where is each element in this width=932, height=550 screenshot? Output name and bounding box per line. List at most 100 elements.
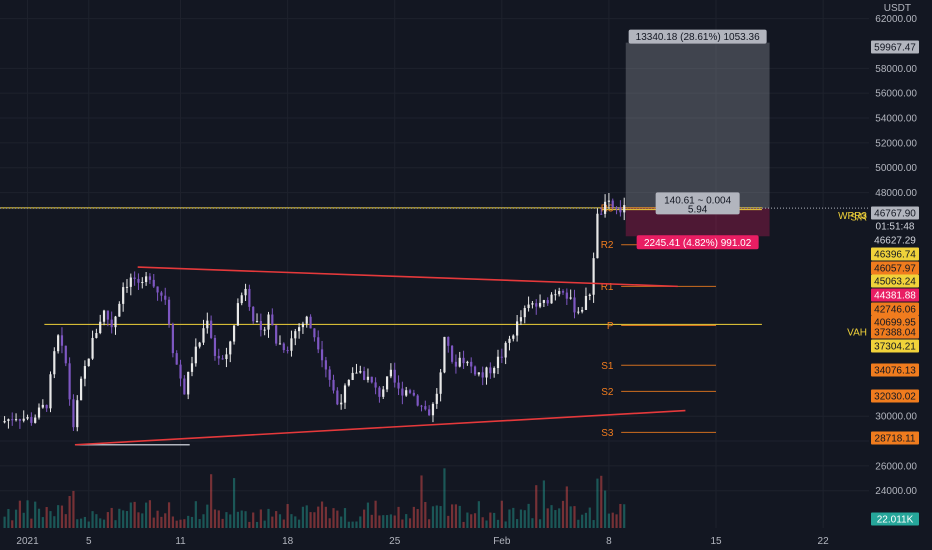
candle-body xyxy=(225,354,228,360)
candle-body xyxy=(500,356,503,358)
volume-bar xyxy=(179,519,182,528)
volume-bar xyxy=(137,512,140,528)
volume-bar xyxy=(470,514,473,528)
volume-bar xyxy=(603,490,607,528)
volume-bar xyxy=(248,521,251,528)
candle-body xyxy=(286,350,289,352)
volume-bar xyxy=(569,506,572,528)
candle-body xyxy=(118,303,121,317)
candle-body xyxy=(603,201,607,214)
volume-bar xyxy=(79,518,83,528)
candle-body xyxy=(282,343,285,351)
candle-body xyxy=(393,369,396,383)
volume-bar xyxy=(473,513,477,528)
candle-body xyxy=(171,324,174,354)
candle-body xyxy=(581,309,584,312)
time-tick-label: 5 xyxy=(86,536,92,547)
candle-body xyxy=(137,278,140,283)
volume-bar xyxy=(152,517,155,528)
candle-body xyxy=(569,297,572,299)
volume-bar xyxy=(91,511,94,528)
volume-bar xyxy=(554,510,557,528)
candle-body xyxy=(324,360,327,370)
volume-bar xyxy=(294,516,297,528)
volume-bar xyxy=(401,519,404,528)
pivot-label: S2 xyxy=(601,387,614,398)
volume-bar xyxy=(271,516,274,528)
price-label-box xyxy=(871,206,919,220)
center-label-2: 5.94 xyxy=(688,204,708,215)
candle-body xyxy=(72,399,75,428)
price-label-box xyxy=(871,512,919,526)
volume-bar xyxy=(45,507,48,528)
volume-bar xyxy=(596,478,599,528)
volume-bar xyxy=(125,511,129,528)
price-tick-label: 26000.00 xyxy=(875,461,917,472)
trendline[interactable] xyxy=(74,409,686,446)
volume-bar xyxy=(546,508,549,528)
candle-body xyxy=(466,361,469,364)
candle-body xyxy=(91,337,94,359)
candle-body xyxy=(558,291,561,295)
candle-body xyxy=(516,321,519,336)
volume-bar xyxy=(99,518,102,528)
volume-bar xyxy=(328,518,331,528)
candle-body xyxy=(255,320,259,322)
candle-body xyxy=(210,320,213,338)
candle-body xyxy=(271,314,274,326)
candle-body xyxy=(462,357,465,364)
volume-bar xyxy=(60,505,64,528)
volume-bar xyxy=(355,521,358,528)
candle-body xyxy=(332,379,335,391)
candle-body xyxy=(378,387,381,397)
volume-bar xyxy=(3,516,6,528)
candle-body xyxy=(481,372,484,378)
candle-body xyxy=(275,325,278,344)
price-label-box xyxy=(871,339,919,353)
candle-body xyxy=(198,342,201,347)
time-tick-label: 22 xyxy=(818,536,830,547)
candle-body xyxy=(317,337,320,350)
trendline[interactable] xyxy=(137,266,678,288)
volume-bar xyxy=(584,512,588,528)
volume-bar xyxy=(18,500,21,528)
volume-bar xyxy=(156,510,159,528)
candle-body xyxy=(41,404,44,408)
candle-body xyxy=(320,349,324,361)
volume-bar xyxy=(542,480,545,528)
candle-body xyxy=(359,371,362,373)
volume-bar xyxy=(26,500,29,528)
candle-body xyxy=(202,328,205,343)
volume-bar xyxy=(72,490,75,528)
candle-body xyxy=(470,361,473,367)
time-axis[interactable]: 2021 5 11 18 25 Feb 8 15 22 xyxy=(0,528,932,550)
volume-bar xyxy=(504,521,507,528)
volume-bar xyxy=(535,485,538,528)
currency-label: USDT xyxy=(884,3,911,14)
stop-label: 2245.41 (4.82%) 991.02 xyxy=(644,238,752,249)
center-label-box xyxy=(655,192,740,215)
volume-bar xyxy=(351,521,354,528)
price-tick-label: 48000.00 xyxy=(875,188,917,199)
volume-bar xyxy=(118,508,121,528)
volume-bar xyxy=(305,505,308,528)
price-label-box xyxy=(871,315,919,329)
volume-bar xyxy=(565,486,568,528)
volume-bar xyxy=(416,509,419,528)
candle-body xyxy=(229,341,232,355)
candle-body xyxy=(489,367,492,374)
candle-body xyxy=(175,353,178,365)
volume-bar xyxy=(424,501,427,528)
candle-body xyxy=(389,369,392,377)
trendlines[interactable] xyxy=(74,266,686,446)
price-tick-label: 62000.00 xyxy=(875,14,917,25)
candle-body xyxy=(561,291,565,293)
volume-bar xyxy=(550,505,553,528)
candle-body xyxy=(298,327,301,332)
volume-bar xyxy=(428,519,431,528)
candle-body xyxy=(79,378,83,401)
position-tool[interactable] xyxy=(625,42,770,237)
volume-bar xyxy=(217,510,220,528)
candle-body xyxy=(313,328,316,338)
